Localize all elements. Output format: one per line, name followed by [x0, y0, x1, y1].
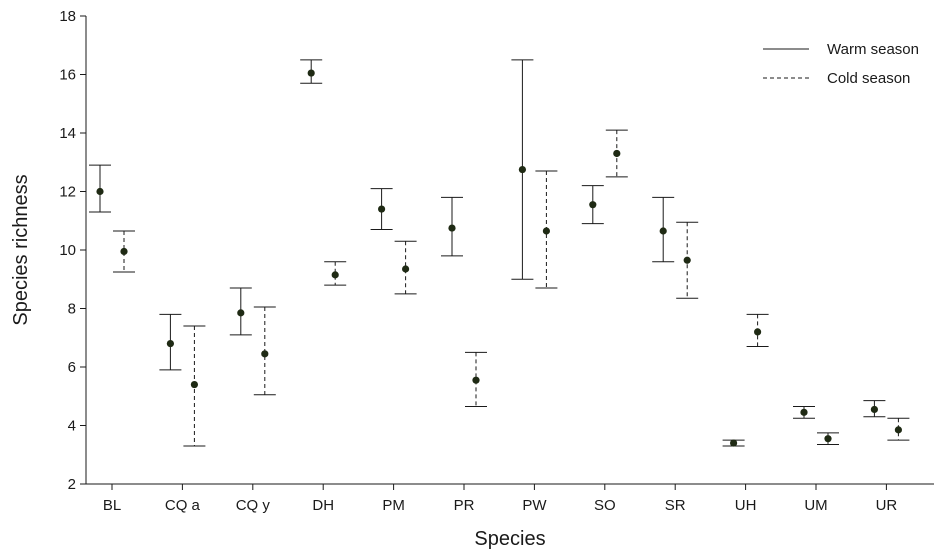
- x-axis-ticks: BL CQ a CQ y DH PM PR PW SO SR UH UM UR: [103, 484, 898, 514]
- x-tick-label: SR: [665, 497, 686, 514]
- mean-point: [96, 187, 104, 196]
- legend: Warm season Cold season: [763, 41, 919, 87]
- series-cold-season: [113, 129, 910, 447]
- mean-point: [402, 265, 410, 273]
- mean-point: [331, 271, 339, 279]
- x-tick-label: BL: [103, 497, 121, 514]
- y-tick-label: 4: [68, 418, 76, 435]
- mean-point: [613, 149, 621, 158]
- x-tick-label: UM: [804, 497, 827, 514]
- mean-point: [800, 408, 808, 416]
- y-tick-label: 2: [68, 476, 76, 493]
- mean-point: [542, 227, 551, 235]
- mean-point: [472, 376, 480, 384]
- y-tick-label: 12: [59, 184, 76, 201]
- series-layer: [89, 59, 910, 447]
- mean-point: [730, 439, 738, 447]
- mean-point: [237, 309, 245, 317]
- y-tick-label: 6: [68, 359, 76, 376]
- mean-point: [120, 247, 128, 256]
- mean-point: [261, 350, 269, 358]
- mean-point: [824, 435, 832, 443]
- x-tick-label: UR: [876, 497, 898, 514]
- mean-point: [894, 426, 903, 434]
- y-tick-label: 14: [59, 125, 76, 142]
- y-axis-ticks: 2 4 6 8 10 12 14 16 18: [59, 8, 86, 493]
- legend-label-cold: Cold season: [827, 70, 910, 87]
- legend-label-warm: Warm season: [827, 41, 919, 58]
- x-tick-label: UH: [735, 497, 757, 514]
- mean-point: [754, 328, 762, 336]
- mean-point: [190, 380, 198, 389]
- y-axis-title: Species richness: [10, 174, 32, 325]
- mean-point: [307, 69, 315, 77]
- x-tick-label: SO: [594, 497, 616, 514]
- mean-point: [448, 224, 456, 232]
- mean-point: [378, 205, 386, 213]
- mean-point: [589, 201, 597, 209]
- series-warm-season: [89, 59, 886, 447]
- x-tick-label: PM: [382, 497, 405, 514]
- x-tick-label: PW: [522, 497, 547, 514]
- mean-point: [870, 405, 879, 414]
- mean-point: [683, 256, 691, 264]
- mean-point: [518, 165, 527, 174]
- x-tick-label: PR: [454, 497, 475, 514]
- mean-point: [166, 340, 174, 348]
- x-axis-title: Species: [474, 528, 545, 550]
- x-tick-label: CQ y: [236, 497, 271, 514]
- y-tick-label: 16: [59, 67, 76, 84]
- y-tick-label: 10: [59, 242, 76, 259]
- y-tick-label: 8: [68, 301, 76, 318]
- y-tick-label: 18: [59, 8, 76, 25]
- x-tick-label: DH: [312, 497, 334, 514]
- mean-point: [659, 227, 667, 235]
- x-tick-label: CQ a: [165, 497, 201, 514]
